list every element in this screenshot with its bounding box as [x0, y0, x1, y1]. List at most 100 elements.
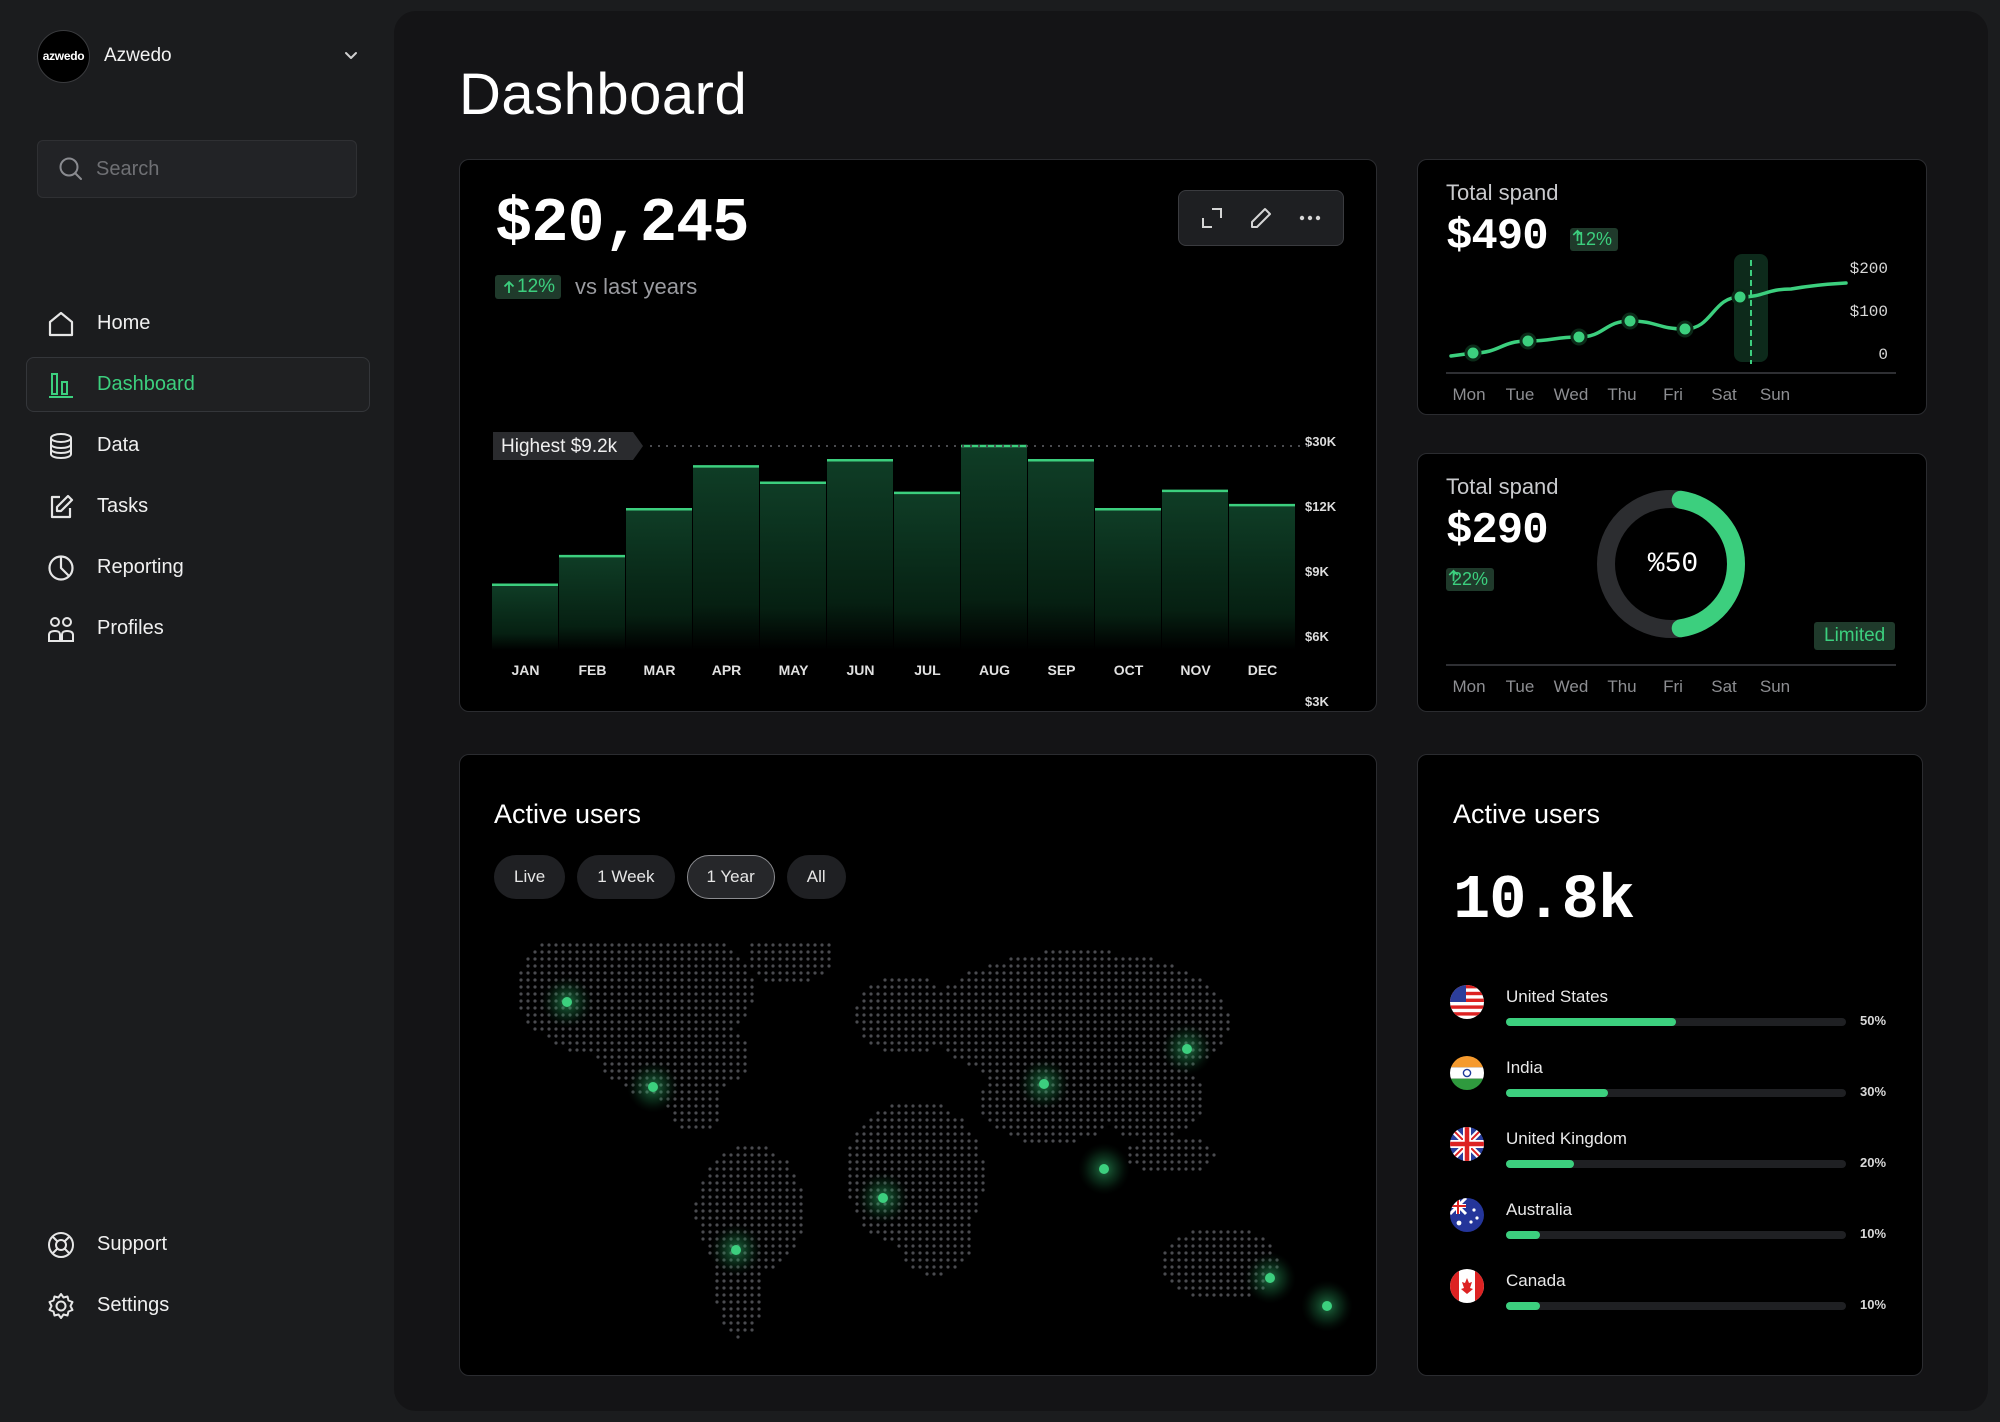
x-tick-label: Sat: [1711, 677, 1737, 696]
bar-jun: [827, 460, 893, 650]
bar-oct: [1095, 509, 1161, 650]
x-tick-label: Sat: [1711, 385, 1737, 404]
spend-label: Total spand: [1446, 474, 1559, 499]
status-badge: Limited: [1814, 622, 1896, 650]
lifebuoy-icon: [45, 1229, 77, 1261]
y-tick-label: $100: [1850, 303, 1888, 321]
x-tick-label: Mon: [1452, 385, 1485, 404]
filter-all[interactable]: All: [786, 855, 846, 899]
sidebar-item-label: Profiles: [97, 617, 164, 639]
user-location-marker[interactable]: [648, 1082, 658, 1092]
x-tick-label: FEB: [579, 662, 607, 678]
line-point-mon: [1464, 344, 1482, 362]
bar-apr: [693, 466, 759, 650]
change-badge: 12%: [1570, 228, 1619, 251]
user-location-marker[interactable]: [731, 1245, 741, 1255]
gear-icon: [45, 1290, 77, 1322]
user-location-marker[interactable]: [1182, 1044, 1192, 1054]
user-location-marker[interactable]: [562, 997, 572, 1007]
bar-sep: [1028, 460, 1094, 650]
x-tick-label: Thu: [1607, 677, 1636, 696]
sidebar-item-profiles[interactable]: Profiles: [26, 601, 370, 656]
y-tick-label: $30K: [1305, 434, 1337, 449]
country-row: United Kingdom 20%: [1450, 1127, 1890, 1187]
y-tick-label: $200: [1850, 260, 1888, 278]
revenue-card: $20,245 12% vs last years: [459, 159, 1377, 712]
sidebar-item-settings[interactable]: Settings: [26, 1278, 370, 1333]
country-bar-track: [1506, 1302, 1846, 1310]
sidebar-item-home[interactable]: Home: [26, 296, 370, 351]
search-box[interactable]: [37, 140, 357, 198]
country-percent: 10%: [1860, 1226, 1887, 1241]
country-bar-fill: [1506, 1160, 1574, 1168]
sidebar-item-label: Support: [97, 1233, 168, 1255]
user-location-marker[interactable]: [1099, 1164, 1109, 1174]
x-tick-label: SEP: [1047, 662, 1075, 678]
line-point-wed: [1570, 328, 1588, 346]
x-tick-label: Sun: [1760, 677, 1790, 696]
bar-aug: [961, 446, 1027, 650]
search-icon: [59, 157, 82, 180]
page-title: Dashboard: [459, 62, 748, 127]
revenue-change: 12% vs last years: [495, 274, 697, 300]
user-location-marker[interactable]: [878, 1193, 888, 1203]
spend-line-card: Total spand $490 12% $200 $100 0 Mon Tue Wed…: [1417, 159, 1927, 415]
revenue-bar-chart: $30K $12K $9K $6K $3K JAN FEB MAR APR MAY JUN JUL A…: [492, 432, 1337, 709]
country-bar-track: [1506, 1231, 1846, 1239]
card-title: Active users: [494, 799, 642, 829]
country-name: India: [1506, 1058, 1543, 1077]
user-location-marker[interactable]: [1265, 1273, 1275, 1283]
sidebar-item-data[interactable]: Data: [26, 418, 370, 473]
country-bar-track: [1506, 1089, 1846, 1097]
sidebar-item-label: Tasks: [97, 495, 149, 517]
sidebar-item-dashboard[interactable]: Dashboard: [26, 357, 370, 412]
x-tick-label: Fri: [1663, 385, 1683, 404]
sidebar-item-tasks[interactable]: Tasks: [26, 479, 370, 534]
sidebar-item-support[interactable]: Support: [26, 1217, 370, 1272]
bar-jul: [894, 492, 960, 650]
filter-1-week[interactable]: 1 Week: [577, 855, 675, 899]
spend-donut-chart: Mon Tue Wed Thu Fri Sat Sun: [1446, 490, 1896, 696]
sidebar-item-reporting[interactable]: Reporting: [26, 540, 370, 595]
active-users-country-card: Active users 10.8k United States 50% Ind…: [1417, 754, 1923, 1376]
more-icon[interactable]: [1294, 202, 1326, 234]
edit-icon[interactable]: [1245, 202, 1277, 234]
highlight-label: Highest $9.2k: [501, 436, 618, 457]
country-bar-fill: [1506, 1231, 1540, 1239]
bar-feb: [559, 556, 625, 650]
time-filter: Live 1 Week 1 Year All: [494, 855, 858, 899]
spend-value: $490: [1446, 212, 1549, 262]
us-flag-icon: [1450, 985, 1484, 1019]
workspace-switcher[interactable]: azwedo Azwedo: [37, 29, 361, 83]
brand-logo: azwedo: [37, 29, 90, 83]
active-users-total: 10.8k: [1453, 865, 1635, 936]
y-tick-label: 0: [1878, 346, 1888, 364]
expand-icon[interactable]: [1196, 202, 1228, 234]
line-point-fri: [1676, 320, 1694, 338]
canada-flag-icon: [1450, 1269, 1484, 1303]
x-tick-label: AUG: [979, 662, 1010, 678]
filter-1-year[interactable]: 1 Year: [686, 855, 775, 899]
x-tick-label: APR: [712, 662, 742, 678]
spend-value: $290: [1446, 506, 1549, 556]
revenue-total: $20,245: [495, 188, 749, 259]
user-location-marker[interactable]: [1039, 1079, 1049, 1089]
user-location-marker[interactable]: [1322, 1301, 1332, 1311]
x-tick-label: NOV: [1180, 662, 1211, 678]
y-tick-label: $9K: [1305, 564, 1329, 579]
x-tick-label: MAR: [644, 662, 676, 678]
bar-nov: [1162, 490, 1228, 650]
donut-value-arc: [1671, 490, 1745, 638]
search-input[interactable]: [94, 156, 338, 182]
filter-live[interactable]: Live: [494, 855, 566, 899]
x-tick-label: Sun: [1760, 385, 1790, 404]
highlight-tag: Highest $9.2k: [493, 432, 643, 460]
chevron-down-icon[interactable]: [341, 45, 361, 65]
x-tick-label: JAN: [511, 662, 539, 678]
sidebar-item-label: Settings: [97, 1294, 170, 1316]
uk-flag-icon: [1450, 1127, 1484, 1161]
series-line: [1449, 281, 1848, 358]
x-tick-label: Fri: [1663, 677, 1683, 696]
country-bar-track: [1506, 1018, 1846, 1026]
x-tick-label: Tue: [1506, 385, 1535, 404]
